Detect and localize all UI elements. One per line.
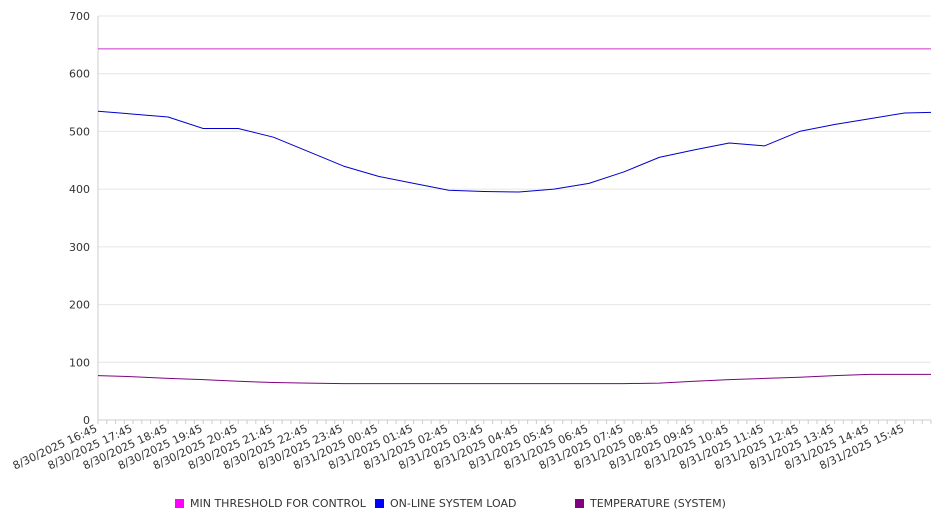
x-axis-ticks: 8/30/2025 16:458/30/2025 17:458/30/2025 …	[11, 422, 906, 472]
y-tick-label: 700	[69, 10, 90, 23]
y-tick-label: 200	[69, 299, 90, 312]
legend-swatch-temperature	[575, 499, 584, 508]
y-tick-label: 500	[69, 125, 90, 138]
legend-item-system-load[interactable]: ON-LINE SYSTEM LOAD	[375, 497, 516, 510]
legend-item-min-threshold[interactable]: MIN THRESHOLD FOR CONTROL	[175, 497, 366, 510]
y-tick-label: 600	[69, 68, 90, 81]
series-line-1	[97, 110, 932, 193]
legend-label-system-load: ON-LINE SYSTEM LOAD	[390, 497, 517, 510]
legend-swatch-min-threshold	[175, 499, 184, 508]
legend-swatch-system-load	[375, 499, 384, 508]
y-tick-label: 300	[69, 241, 90, 254]
y-axis-ticks: 0 100 200 300 400 500 600 700	[69, 10, 90, 427]
legend-label-min-threshold: MIN THRESHOLD FOR CONTROL	[190, 497, 366, 510]
series-lines	[97, 48, 932, 385]
y-tick-label: 0	[83, 414, 90, 427]
y-tick-label: 100	[69, 356, 90, 369]
legend-item-temperature[interactable]: TEMPERATURE (SYSTEM)	[575, 497, 726, 510]
legend: MIN THRESHOLD FOR CONTROL ON-LINE SYSTEM…	[0, 497, 946, 515]
series-line-2	[97, 373, 931, 385]
y-tick-label: 400	[69, 183, 90, 196]
axes	[97, 16, 932, 424]
grid-lines	[98, 15, 931, 363]
legend-label-temperature: TEMPERATURE (SYSTEM)	[590, 497, 726, 510]
